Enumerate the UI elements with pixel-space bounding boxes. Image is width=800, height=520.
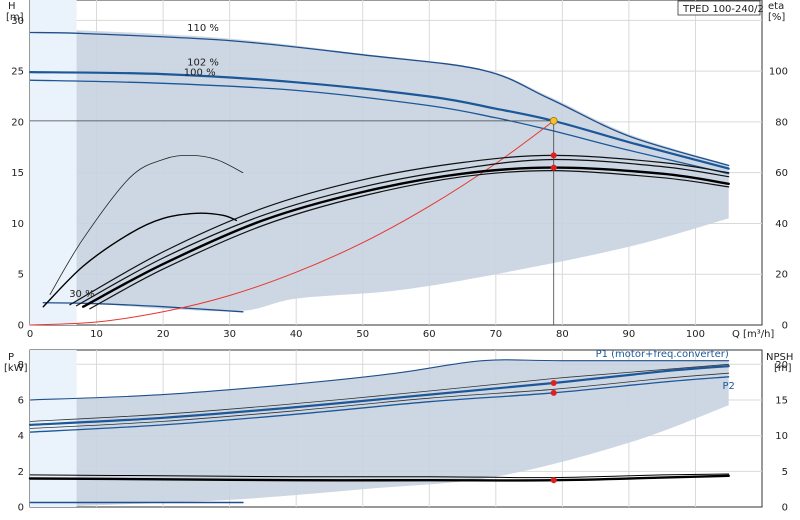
- y-right-tick-label: 10: [775, 431, 788, 442]
- y-tick-label: 0: [18, 503, 24, 514]
- top-right-axis-unit: [%]: [768, 12, 785, 23]
- bottom-right-axis-unit: [m]: [774, 363, 792, 374]
- series-eta_6: [89, 169, 730, 310]
- low-flow-region: [30, 350, 77, 507]
- series-system_curve: [29, 120, 555, 326]
- y-tick-label: 10: [11, 219, 24, 230]
- y-right-tick-label: 15: [775, 395, 788, 406]
- y-tick-label: 20: [11, 117, 24, 128]
- y-tick-label: 5: [18, 270, 24, 281]
- x-tick-label: 30: [223, 329, 236, 340]
- y-right-tick-label: 20: [775, 270, 788, 281]
- y-right-tick-label: 5: [782, 467, 788, 478]
- x-tick-label: 70: [489, 329, 502, 340]
- y-tick-label: 4: [18, 431, 24, 442]
- series-head_102: [28, 71, 730, 170]
- series-eta_3: [69, 154, 730, 306]
- x-tick-label: 100: [686, 329, 705, 340]
- curve-label: 30 %: [69, 289, 94, 300]
- legend-label: P2: [723, 381, 735, 392]
- duty-marker: [550, 152, 557, 159]
- series-eta_5: [82, 166, 730, 308]
- series-eta_4: [76, 158, 730, 307]
- series-P1_b: [29, 363, 730, 422]
- y-tick-label: 8: [18, 360, 24, 371]
- x-tick-label: 80: [556, 329, 569, 340]
- bottom-left-axis-unit: [kW]: [4, 363, 28, 374]
- series-eta_2: [42, 212, 237, 308]
- duty-marker: [550, 380, 557, 387]
- duty-marker: [550, 477, 557, 484]
- top-left-axis-label: H: [8, 1, 16, 12]
- y-tick-label: 25: [11, 67, 24, 78]
- y-tick-label: 0: [18, 321, 24, 332]
- series-P2_b: [29, 372, 730, 429]
- x-tick-label: 0: [27, 329, 33, 340]
- y-tick-label: 15: [11, 168, 24, 179]
- operating-range-fill: [43, 359, 729, 507]
- y-right-tick-label: 0: [782, 503, 788, 514]
- y-tick-label: 6: [18, 395, 24, 406]
- bottom-left-axis-label: P: [8, 352, 14, 363]
- y-right-tick-label: 60: [775, 168, 788, 179]
- x-tick-label: 60: [423, 329, 436, 340]
- chart-title: TPED 100-240/2: [682, 4, 764, 15]
- y-tick-label: 30: [11, 16, 24, 27]
- series-eta_1: [49, 154, 244, 295]
- bottom-right-axis-label: NPSH: [766, 352, 793, 363]
- duty-marker: [550, 389, 557, 396]
- top-right-axis-label: eta: [768, 1, 784, 12]
- y-right-tick-label: 20: [775, 360, 788, 371]
- series-head_min: [42, 302, 244, 313]
- series-head_max: [29, 31, 730, 167]
- x-tick-label: 50: [356, 329, 369, 340]
- series-NPSH_b: [29, 473, 730, 479]
- legend-label: P1 (motor+freq.converter): [596, 349, 729, 360]
- head-efficiency-panel: 0 5 10 15 20 25 30 0 20 40 60 80 100 0 10 20 30 40 50 60 70 8…: [6, 0, 788, 340]
- series-NPSH: [28, 474, 730, 482]
- series-P2: [29, 376, 730, 433]
- x-axis-label: Q [m³/h]: [732, 329, 774, 340]
- series-P1_max: [29, 359, 730, 401]
- x-tick-label: 90: [623, 329, 636, 340]
- duty-marker: [550, 164, 557, 171]
- duty-point-marker: [549, 116, 558, 125]
- y-right-tick-label: 40: [775, 219, 788, 230]
- series-P1: [28, 365, 730, 426]
- title-box: [677, 0, 761, 16]
- power-npsh-panel: 0 2 4 6 8 0 5 10 15 20 P1 (motor+freq.converter) P2…: [4, 349, 793, 513]
- curve-label: 110 %: [187, 23, 219, 34]
- y-right-tick-label: 0: [782, 321, 788, 332]
- low-flow-region: [30, 0, 77, 325]
- top-left-axis-unit: [m]: [6, 12, 24, 23]
- curve-label: 102 %: [187, 57, 219, 68]
- y-right-tick-label: 80: [775, 117, 788, 128]
- y-tick-label: 2: [18, 467, 24, 478]
- y-right-tick-label: 100: [769, 67, 788, 78]
- x-tick-label: 20: [157, 329, 170, 340]
- series-head_100: [29, 79, 730, 175]
- x-tick-label: 40: [290, 329, 303, 340]
- curve-label: 100 %: [184, 68, 216, 79]
- x-tick-label: 10: [90, 329, 103, 340]
